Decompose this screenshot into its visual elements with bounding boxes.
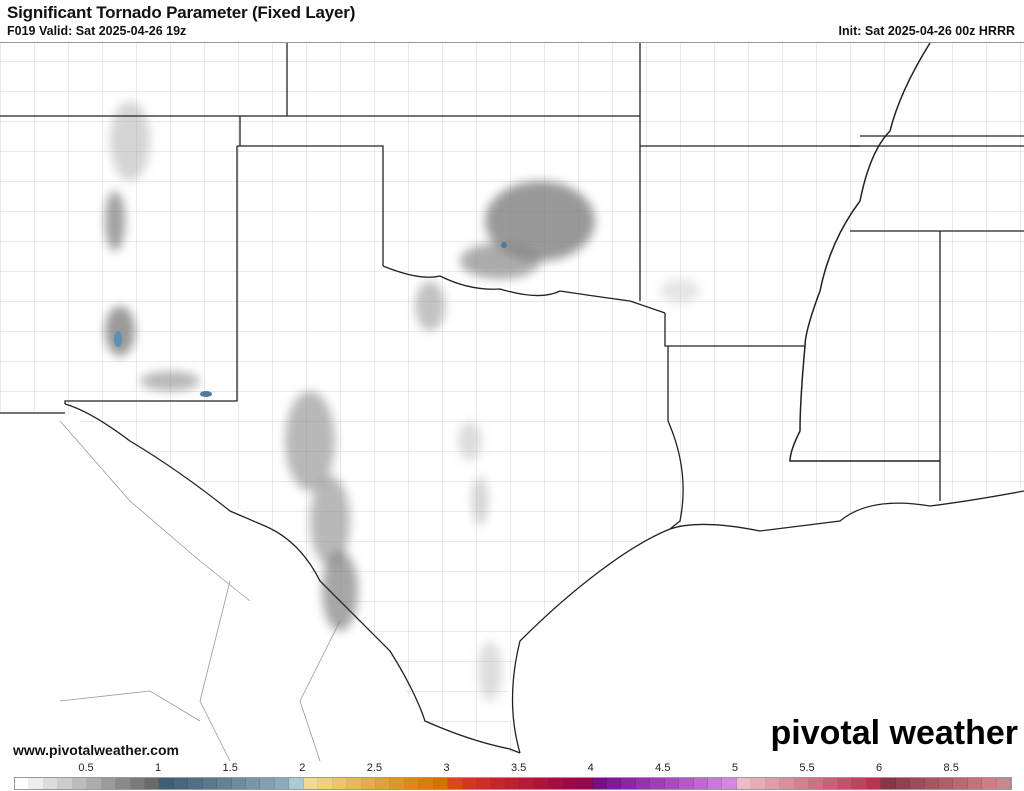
legend-swatch — [534, 778, 550, 789]
legend-swatch — [722, 778, 737, 789]
legend-swatch — [837, 778, 853, 789]
legend-swatch — [996, 778, 1012, 789]
color-legend — [14, 777, 1012, 790]
legend-swatch — [520, 778, 535, 789]
legend-swatch — [780, 778, 795, 789]
legend-swatch — [635, 778, 651, 789]
legend-swatch — [462, 778, 477, 789]
legend-swatch — [144, 778, 160, 789]
legend-swatch — [549, 778, 564, 789]
legend-swatch — [794, 778, 810, 789]
legend-swatch — [765, 778, 781, 789]
legend-label: 6 — [876, 762, 883, 774]
mexico — [0, 413, 520, 761]
legend-swatch — [491, 778, 506, 789]
legend-labels: 0.5 1 1.5 2 2.5 3 3.5 4 4.5 5 5.5 6 8.5 — [0, 762, 1024, 776]
legend-swatch — [15, 778, 30, 789]
legend-swatch — [751, 778, 766, 789]
legend-swatch — [563, 778, 579, 789]
legend-swatch — [303, 778, 319, 789]
legend-swatch — [58, 778, 73, 789]
legend-swatch — [823, 778, 838, 789]
legend-swatch — [173, 778, 189, 789]
legend-label: 3 — [443, 762, 450, 774]
legend-swatch — [87, 778, 102, 789]
legend-swatch — [866, 778, 882, 789]
weather-map[interactable] — [0, 42, 1024, 761]
legend-label: 8.5 — [943, 762, 959, 774]
legend-swatch — [982, 778, 997, 789]
legend-label: 0.5 — [78, 762, 94, 774]
legend-label: 2.5 — [366, 762, 383, 774]
legend-swatch — [332, 778, 348, 789]
legend-swatch — [664, 778, 680, 789]
legend-swatch — [375, 778, 391, 789]
mississippi-river — [789, 43, 940, 462]
legend-swatch — [188, 778, 203, 789]
legend-swatch — [621, 778, 636, 789]
legend-label: 2 — [299, 762, 306, 774]
legend-swatch — [72, 778, 88, 789]
pivotal-weather-logo: pivotal weather — [770, 714, 1018, 752]
legend-swatch — [939, 778, 954, 789]
legend-label: 1.5 — [222, 762, 238, 774]
legend-label: 1 — [155, 762, 162, 774]
gulf-of-mexico — [505, 491, 1024, 761]
legend-swatch — [419, 778, 434, 789]
legend-swatch — [924, 778, 939, 789]
legend-swatch — [116, 778, 131, 789]
legend-swatch — [953, 778, 968, 789]
legend-swatch — [477, 778, 492, 789]
legend-swatch — [260, 778, 275, 789]
legend-label: 5 — [731, 762, 738, 774]
legend-swatch — [202, 778, 218, 789]
legend-label: 4.5 — [655, 762, 671, 774]
legend-swatch — [852, 778, 867, 789]
sigtor-shading — [105, 101, 700, 701]
legend-label: 4 — [587, 762, 594, 774]
legend-swatch — [390, 778, 405, 789]
legend-label: 3.5 — [510, 762, 527, 774]
legend-swatch — [361, 778, 376, 789]
legend-swatch — [246, 778, 261, 789]
legend-swatch — [43, 778, 59, 789]
legend-swatch — [231, 778, 246, 789]
legend-swatch — [29, 778, 44, 789]
legend-swatch — [505, 778, 521, 789]
legend-swatch — [404, 778, 420, 789]
legend-swatch — [159, 778, 174, 789]
legend-swatch — [101, 778, 117, 789]
init-time: Init: Sat 2025-04-26 00z HRRR — [838, 24, 1015, 38]
legend-swatch — [448, 778, 463, 789]
legend-swatch — [736, 778, 752, 789]
legend-swatch — [679, 778, 694, 789]
website-url[interactable]: www.pivotalweather.com — [13, 742, 179, 758]
legend-swatch — [578, 778, 593, 789]
legend-swatch — [708, 778, 723, 789]
legend-swatch — [433, 778, 449, 789]
legend-swatch — [809, 778, 824, 789]
legend-swatch — [130, 778, 145, 789]
legend-swatch — [274, 778, 290, 789]
legend-label: 5.5 — [799, 762, 815, 774]
legend-swatch — [967, 778, 983, 789]
legend-swatch — [592, 778, 607, 789]
legend-swatch — [895, 778, 911, 789]
sigtor-blue-cells — [114, 242, 507, 397]
legend-swatch — [606, 778, 622, 789]
legend-swatch — [910, 778, 925, 789]
legend-swatch — [881, 778, 896, 789]
legend-swatch — [693, 778, 708, 789]
mexico-states — [59, 420, 341, 761]
map-title: Significant Tornado Parameter (Fixed Lay… — [7, 3, 356, 22]
legend-swatch — [289, 778, 304, 789]
legend-swatch — [650, 778, 665, 789]
state-borders — [0, 43, 1024, 754]
legend-swatch — [217, 778, 232, 789]
legend-swatch — [318, 778, 333, 789]
legend-swatch — [347, 778, 362, 789]
valid-time: F019 Valid: Sat 2025-04-26 19z — [7, 24, 187, 38]
